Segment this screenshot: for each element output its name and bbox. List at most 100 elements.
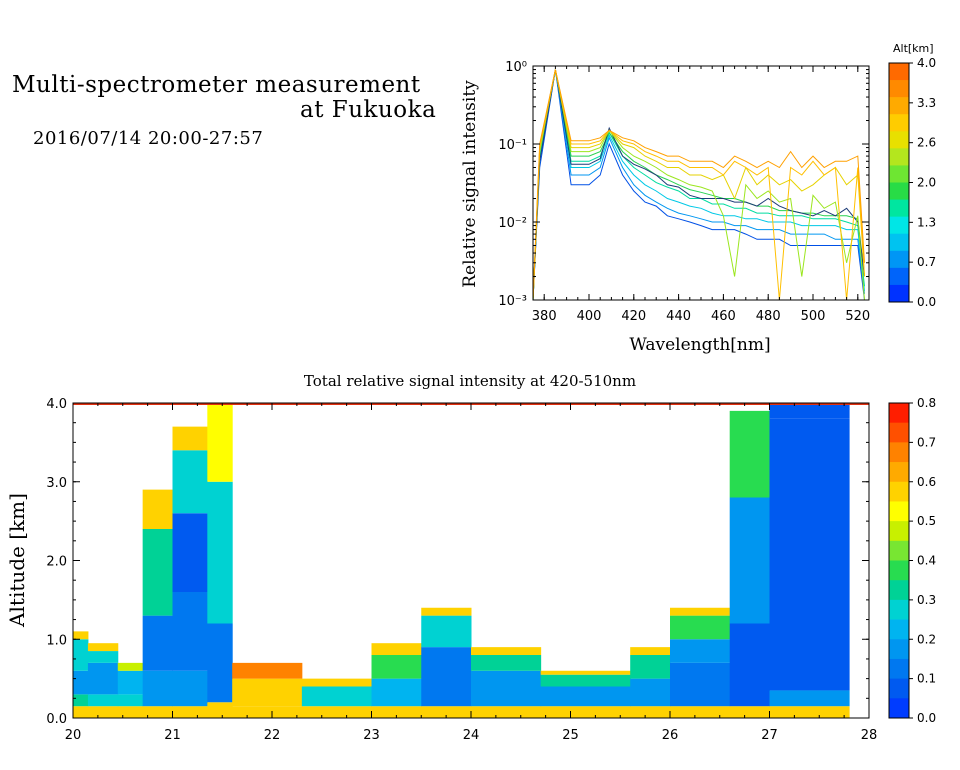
heatmap-colorbar-band	[889, 521, 909, 542]
spectrum-colorbar-band	[889, 63, 909, 81]
spectrum-y-tick-label: 10⁰	[505, 60, 527, 75]
heatmap-cell	[729, 410, 770, 498]
heatmap-cell	[630, 647, 671, 655]
heatmap-cell	[87, 706, 119, 718]
heatmap-cell	[207, 481, 233, 624]
heatmap-colorbar-band	[889, 599, 909, 621]
spectrum-colorbar-band	[889, 216, 909, 235]
heatmap-x-tick-label: 26	[662, 728, 679, 743]
figure-title-line1: Multi-spectrometer measurement	[12, 72, 421, 98]
spectrum-colorbar-band	[889, 233, 909, 252]
heatmap-cell	[769, 403, 850, 419]
heatmap-cell	[540, 670, 631, 675]
spectrum-series-line-7	[532, 69, 865, 301]
heatmap-colorbar-band	[889, 658, 909, 680]
heatmap-x-tick-label: 22	[264, 728, 281, 743]
spectrum-plot-frame	[532, 65, 870, 301]
heatmap-cell	[142, 670, 173, 707]
spectrum-colorbar-band	[889, 250, 909, 269]
heatmap-cell	[73, 639, 89, 671]
heatmap-cell	[421, 706, 472, 718]
spectrum-series-line-1	[532, 69, 865, 301]
heatmap-colorbar-tick-label: 0.6	[917, 475, 936, 489]
spectrum-line-chart: 380 400 420 440 460 480 500 52010⁻³10⁻²10⁻¹10⁰ …	[460, 42, 936, 355]
heatmap-cell	[670, 706, 731, 718]
spectrum-series-line-0	[532, 69, 865, 301]
heatmap-cell	[471, 670, 542, 707]
spectrum-series-line-5	[532, 69, 865, 301]
heatmap-y-tick-label: 3.0	[46, 476, 67, 491]
heatmap-cell	[117, 670, 144, 695]
heatmap-y-tick-label: 2.0	[46, 555, 67, 570]
heatmap-cell	[142, 489, 173, 529]
heatmap-cell	[117, 694, 144, 707]
measurement-datetime: 2016/07/14 20:00-27:57	[33, 128, 264, 149]
heatmap-cell	[142, 529, 173, 616]
heatmap-cell	[73, 706, 89, 718]
spectrum-x-axis-label: Wavelength[nm]	[629, 335, 770, 355]
heatmap-cell	[371, 643, 422, 655]
spectrum-series-line-4	[532, 69, 865, 301]
spectrum-colorbar-band	[889, 80, 909, 98]
heatmap-colorbar-band	[889, 540, 909, 561]
heatmap-cell	[630, 655, 671, 679]
heatmap-colorbar-band	[889, 422, 909, 443]
heatmap-colorbar-band	[889, 403, 909, 424]
heatmap-cell	[421, 615, 472, 648]
heatmap-cell	[87, 694, 119, 707]
heatmap-colorbar-band	[889, 481, 909, 502]
spectrum-series-line-8	[532, 69, 865, 301]
heatmap-x-tick-label: 25	[562, 728, 579, 743]
heatmap-cell	[232, 678, 303, 707]
heatmap-colorbar-tick-label: 0.1	[917, 672, 936, 686]
spectrum-colorbar-tick-label: 4.0	[917, 56, 936, 70]
heatmap-cell	[630, 706, 671, 718]
heatmap-cell	[172, 513, 208, 592]
heatmap-cell	[371, 678, 422, 707]
spectrum-colorbar-tick-label: 2.6	[917, 136, 936, 150]
spectrum-colorbar-tick-label: 0.0	[917, 295, 936, 309]
spectrum-colorbar-tick-label: 3.3	[917, 96, 936, 110]
heatmap-cell	[371, 706, 422, 718]
spectrum-colorbar-band	[889, 284, 909, 303]
heatmap-cell	[471, 655, 542, 671]
heatmap-cell	[540, 674, 631, 687]
spectrum-colorbar-band	[889, 165, 909, 183]
heatmap-cell	[729, 706, 770, 718]
heatmap-cell	[172, 706, 208, 718]
spectrum-y-axis-label: Relative signal intensity	[460, 80, 480, 288]
heatmap-cell	[769, 418, 850, 691]
heatmap-x-tick-label: 27	[761, 728, 778, 743]
heatmap-cell	[117, 706, 144, 718]
heatmap-cell	[421, 647, 472, 707]
heatmap-cell	[73, 694, 89, 707]
heatmap-colorbar-band	[889, 619, 909, 640]
heatmap-cell	[142, 615, 173, 671]
heatmap-cell	[540, 706, 631, 718]
figure-title-line2: at Fukuoka	[300, 97, 437, 123]
spectrum-y-tick-label: 10⁻¹	[498, 138, 527, 153]
heatmap-cell	[87, 643, 119, 652]
heatmap-x-tick-label: 20	[65, 728, 82, 743]
heatmap-y-axis-label: Altitude [km]	[5, 493, 29, 628]
heatmap-cell	[769, 690, 850, 707]
heatmap-colorbar-band	[889, 639, 909, 660]
heatmap-y-tick-label: 4.0	[46, 397, 67, 412]
heatmap-cell	[232, 706, 303, 718]
spectrum-colorbar-band	[889, 199, 909, 218]
heatmap-cell	[172, 426, 208, 451]
spectrum-colorbar-band	[889, 131, 909, 149]
heatmap-x-tick-label: 21	[164, 728, 181, 743]
heatmap-cell	[172, 450, 208, 514]
heatmap-cell	[729, 623, 770, 707]
heatmap-x-tick-label: 28	[861, 728, 878, 743]
heatmap-cell	[207, 623, 233, 703]
heatmap-cell	[87, 651, 119, 663]
heatmap-colorbar-tick-label: 0.2	[917, 632, 936, 646]
heatmap-cell	[630, 678, 671, 707]
heatmap-cell	[471, 706, 542, 718]
heatmap-cell	[729, 497, 770, 624]
heatmap-y-tick-label: 0.0	[46, 712, 67, 727]
spectrum-x-tick-label: 420	[621, 309, 646, 324]
heatmap-colorbar-tick-label: 0.4	[917, 554, 936, 568]
